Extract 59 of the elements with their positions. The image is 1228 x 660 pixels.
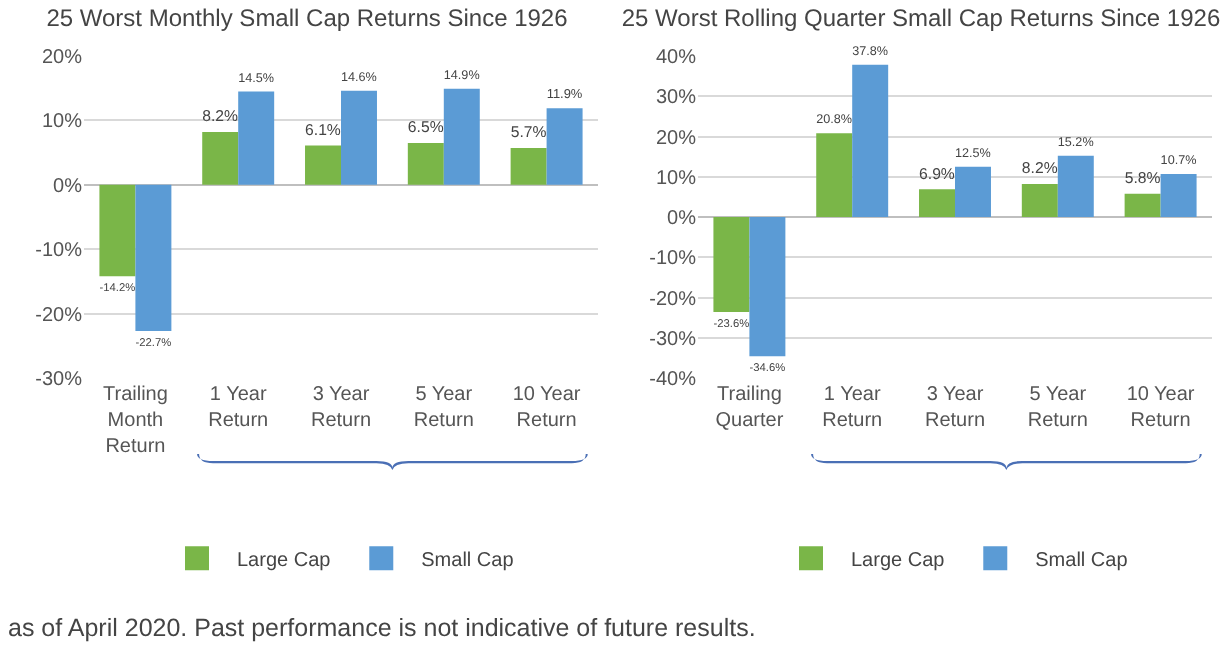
x-tick-label: Trailing Quarter — [715, 384, 785, 432]
bar — [749, 217, 786, 357]
y-tick-label: 0% — [53, 175, 83, 198]
legend-label: Large Cap — [851, 550, 946, 573]
bar — [443, 88, 480, 185]
x-tick-label: 1 Year Return — [208, 384, 269, 432]
bar — [816, 133, 853, 217]
data-label: 5.8% — [1124, 168, 1161, 187]
x-tick-label: 10 Year Return — [512, 384, 582, 432]
y-tick-label: -30% — [649, 328, 697, 351]
bar — [305, 145, 341, 185]
bar — [510, 148, 547, 185]
bar — [713, 217, 750, 312]
bar — [238, 91, 275, 185]
y-tick-label: 20% — [655, 127, 697, 150]
x-tick-label: 5 Year Return — [413, 384, 474, 432]
bar — [1021, 184, 1058, 217]
bar — [919, 189, 955, 217]
bar — [202, 132, 239, 185]
x-tick-label: 10 Year Return — [1126, 384, 1196, 432]
data-label: 5.7% — [510, 123, 547, 142]
bar — [341, 90, 377, 185]
y-tick-label: 20% — [41, 47, 83, 69]
x-tick-label: 5 Year Return — [1027, 384, 1088, 432]
legend-label: Small Cap — [421, 550, 515, 573]
bar — [407, 142, 444, 185]
y-tick-label: 40% — [655, 47, 697, 69]
chart-title: 25 Worst Rolling Quarter Small Cap Returns Since 1926 — [621, 3, 1221, 32]
bar — [955, 166, 991, 217]
data-label: 8.2% — [1021, 159, 1058, 178]
y-tick-label: 0% — [667, 208, 697, 230]
bar — [852, 64, 889, 217]
y-tick-label: -20% — [35, 304, 83, 327]
y-tick-label: -20% — [649, 288, 697, 311]
bar — [1124, 193, 1161, 217]
y-tick-label: -30% — [35, 369, 83, 391]
text: as of April 2020. Past performance is not indicative of future results. — [8, 614, 756, 642]
y-tick-label: -10% — [35, 240, 83, 263]
y-tick-label: 30% — [655, 87, 697, 110]
x-tick-label: 3 Year Return — [310, 384, 372, 432]
bar — [135, 184, 172, 331]
data-label: 6.5% — [407, 118, 444, 137]
data-label: 6.1% — [305, 120, 341, 139]
y-tick-label: -10% — [649, 248, 697, 271]
bar — [546, 108, 583, 185]
data-label: 6.9% — [919, 164, 955, 183]
bar — [1160, 173, 1197, 217]
chart-title: 25 Worst Monthly Small Cap Returns Since 1926 — [46, 3, 569, 32]
legend-label: Small Cap — [1035, 550, 1129, 573]
bar — [1057, 155, 1094, 217]
legend-label: Large Cap — [237, 550, 332, 573]
y-tick-label: 10% — [655, 167, 697, 190]
y-tick-label: -40% — [649, 369, 697, 391]
bar — [99, 184, 136, 277]
x-tick-label: 3 Year Return — [924, 384, 986, 432]
x-tick-label: Trailing Month Return — [102, 384, 168, 458]
y-tick-label: 10% — [41, 111, 83, 134]
data-label: 8.2% — [202, 107, 239, 126]
x-tick-label: 1 Year Return — [822, 384, 883, 432]
